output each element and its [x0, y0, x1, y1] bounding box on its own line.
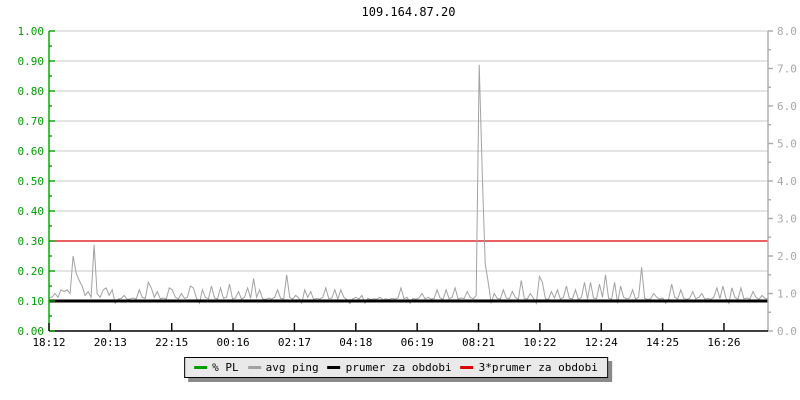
x-axis-tick-label: 22:15 [155, 336, 188, 349]
legend-swatch-prumer-icon [327, 366, 341, 369]
x-axis-tick-label: 02:17 [278, 336, 311, 349]
x-axis-tick-label: 20:13 [94, 336, 127, 349]
legend-item-3x-prumer: 3*prumer za obdobi [460, 361, 598, 374]
legend-swatch-3x-prumer-icon [460, 366, 474, 369]
left-axis-tick-label: 0.00 [18, 325, 45, 338]
legend: % PL avg ping prumer za obdobi 3*prumer … [184, 357, 608, 378]
right-axis-tick-label: 5.0 [777, 138, 797, 151]
legend-label-pl: % PL [212, 361, 239, 374]
legend-item-avg-ping: avg ping [247, 361, 319, 374]
x-axis-tick-label: 06:19 [401, 336, 434, 349]
left-axis-tick-label: 0.30 [18, 235, 45, 248]
right-axis-tick-label: 1.0 [777, 288, 797, 301]
avg-ping-series [49, 64, 769, 305]
x-axis-tick-label: 10:22 [523, 336, 556, 349]
x-axis-tick-label: 16:26 [707, 336, 740, 349]
legend-swatch-avg-ping-icon [247, 366, 261, 369]
right-axis-tick-label: 2.0 [777, 250, 797, 263]
x-axis-tick-label: 00:16 [217, 336, 250, 349]
left-axis-tick-label: 0.90 [18, 55, 45, 68]
x-axis-tick-label: 12:24 [585, 336, 618, 349]
legend-item-pl: % PL [194, 361, 239, 374]
legend-label-avg-ping: avg ping [265, 361, 319, 374]
left-axis-tick-label: 0.70 [18, 115, 45, 128]
chart-title: 109.164.87.20 [361, 5, 456, 19]
left-axis-tick-label: 0.20 [18, 265, 45, 278]
left-axis-tick-label: 0.60 [18, 145, 45, 158]
left-axis-tick-label: 0.10 [18, 295, 45, 308]
right-axis-tick-label: 3.0 [777, 213, 797, 226]
right-axis-tick-label: 4.0 [777, 175, 797, 188]
left-axis-tick-label: 0.80 [18, 85, 45, 98]
legend-label-prumer: prumer za obdobi [345, 361, 452, 374]
legend-item-prumer: prumer za obdobi [327, 361, 452, 374]
x-axis-tick-label: 04:18 [339, 336, 372, 349]
left-axis-tick-label: 1.00 [18, 25, 45, 38]
right-axis-tick-label: 8.0 [777, 25, 797, 38]
right-axis-tick-label: 6.0 [777, 100, 797, 113]
x-axis-tick-label: 08:21 [462, 336, 495, 349]
x-axis-tick-label: 14:25 [646, 336, 679, 349]
right-axis-tick-label: 7.0 [777, 63, 797, 76]
x-axis-tick-label: 18:12 [32, 336, 65, 349]
left-axis-tick-label: 0.50 [18, 175, 45, 188]
legend-label-3x-prumer: 3*prumer za obdobi [478, 361, 598, 374]
legend-swatch-pl-icon [194, 366, 208, 369]
right-axis-tick-label: 0.0 [777, 325, 797, 338]
left-axis-tick-label: 0.40 [18, 205, 45, 218]
